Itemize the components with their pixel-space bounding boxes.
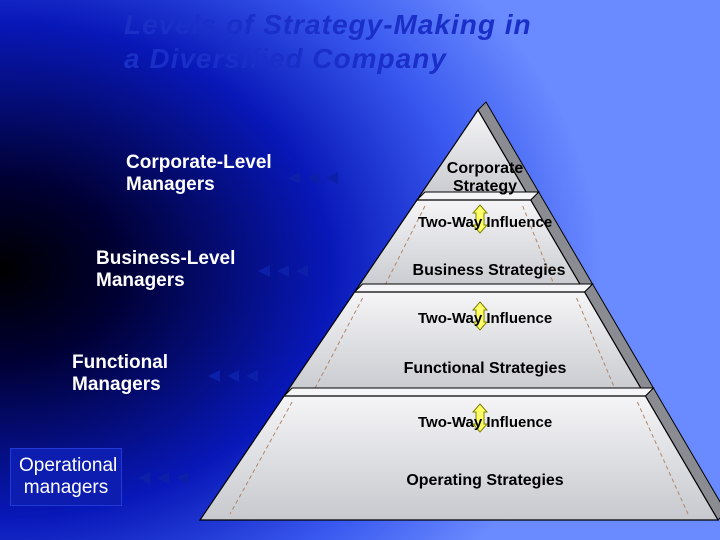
label-two-way-1: Two-Way Influence bbox=[418, 310, 552, 327]
arrow-row-3 bbox=[138, 472, 188, 484]
label-two-way-2: Two-Way Influence bbox=[418, 414, 552, 431]
label-corporate-strategy: CorporateStrategy bbox=[440, 160, 530, 196]
slide-content: Levels of Strategy-Making ina Diversifie… bbox=[0, 0, 720, 540]
arrow-row-0 bbox=[288, 172, 338, 184]
label-business-strategies: Business Strategies bbox=[394, 262, 584, 280]
label-functional-managers: FunctionalManagers bbox=[72, 352, 168, 396]
arrow-row-1 bbox=[258, 265, 308, 277]
label-two-way-0: Two-Way Influence bbox=[418, 214, 552, 231]
label-operating-strategies: Operating Strategies bbox=[380, 472, 590, 490]
label-business-managers: Business-LevelManagers bbox=[96, 248, 235, 292]
label-functional-strategies: Functional Strategies bbox=[380, 360, 590, 378]
arrow-row-2 bbox=[208, 370, 258, 382]
label-corporate-managers: Corporate-LevelManagers bbox=[126, 152, 272, 196]
label-operational-managers: Operationalmanagers bbox=[10, 448, 122, 506]
